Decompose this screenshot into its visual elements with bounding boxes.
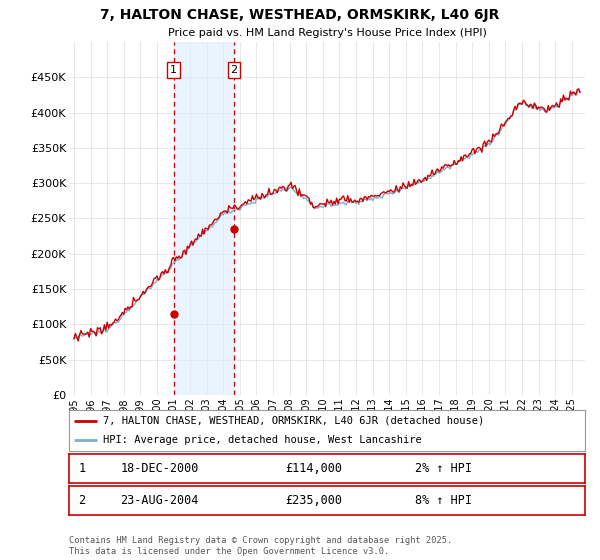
Text: £235,000: £235,000 xyxy=(286,493,343,507)
Text: Contains HM Land Registry data © Crown copyright and database right 2025.
This d: Contains HM Land Registry data © Crown c… xyxy=(69,536,452,556)
Text: 23-AUG-2004: 23-AUG-2004 xyxy=(121,493,199,507)
Bar xyxy=(173,42,234,395)
Text: 1: 1 xyxy=(78,461,85,475)
Text: HPI: Average price, detached house, West Lancashire: HPI: Average price, detached house, West… xyxy=(103,435,421,445)
Text: 7, HALTON CHASE, WESTHEAD, ORMSKIRK, L40 6JR: 7, HALTON CHASE, WESTHEAD, ORMSKIRK, L40… xyxy=(100,8,500,22)
Text: 2: 2 xyxy=(230,65,238,75)
Text: 7, HALTON CHASE, WESTHEAD, ORMSKIRK, L40 6JR (detached house): 7, HALTON CHASE, WESTHEAD, ORMSKIRK, L40… xyxy=(103,416,484,426)
Text: £114,000: £114,000 xyxy=(286,461,343,475)
Title: Price paid vs. HM Land Registry's House Price Index (HPI): Price paid vs. HM Land Registry's House … xyxy=(167,29,487,39)
Text: 8% ↑ HPI: 8% ↑ HPI xyxy=(415,493,472,507)
Text: 18-DEC-2000: 18-DEC-2000 xyxy=(121,461,199,475)
Text: 2: 2 xyxy=(78,493,85,507)
Text: 2% ↑ HPI: 2% ↑ HPI xyxy=(415,461,472,475)
Text: 1: 1 xyxy=(170,65,177,75)
